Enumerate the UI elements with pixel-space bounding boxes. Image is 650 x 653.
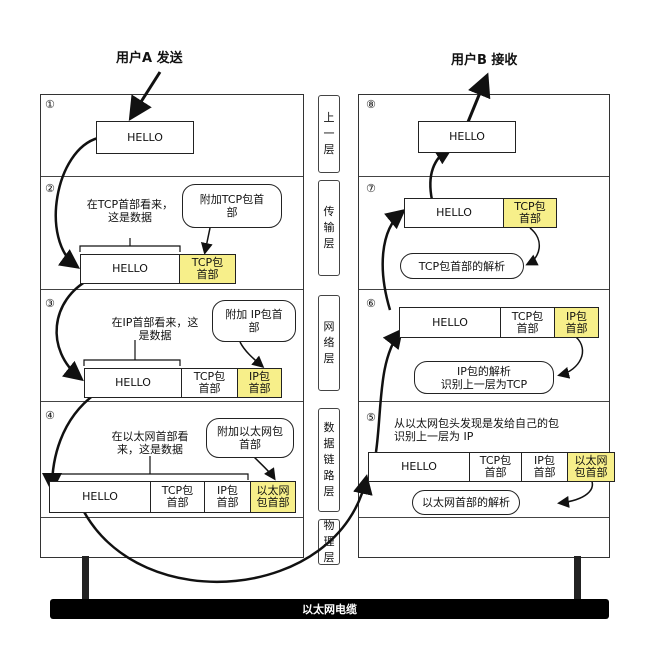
network-data-note: 在IP首部看来，这 是数据 bbox=[111, 316, 199, 342]
layer-label-datalink: 数 据 链 路 层 bbox=[318, 408, 340, 512]
hello-data-cell: HELLO bbox=[432, 315, 468, 329]
ip-header-cell: IP包 首部 bbox=[237, 369, 281, 397]
add-tcp-header-bubble: 附加TCP包首 部 bbox=[182, 184, 282, 228]
arrow-cable-crossing bbox=[80, 474, 373, 584]
sender-title: 用户A 发送 bbox=[116, 51, 183, 66]
row-divider bbox=[41, 517, 303, 518]
transport-data-note: 在TCP首部看来， 这是数据 bbox=[86, 198, 174, 224]
ip-header-cell: IP包 首部 bbox=[204, 482, 250, 512]
hello-data-cell: HELLO bbox=[436, 206, 472, 219]
receiver-stand-leg bbox=[574, 556, 581, 600]
row-divider bbox=[41, 176, 303, 177]
received-data-box: HELLO bbox=[418, 121, 516, 153]
ip-parse-bubble: IP包的解析 识别上一层为TCP bbox=[414, 361, 554, 394]
hello-data-cell: HELLO bbox=[449, 130, 485, 143]
brace-network bbox=[83, 340, 181, 366]
arrow-receiver-out bbox=[466, 72, 491, 123]
arrow-datalink-to-network bbox=[374, 328, 404, 453]
datalink-data-note: 在以太网首部看 来，这是数据 bbox=[111, 430, 189, 456]
step-1-label: ① bbox=[45, 98, 55, 111]
add-ip-header-bubble: 附加 IP包首 部 bbox=[212, 300, 296, 342]
row-divider bbox=[359, 401, 609, 402]
hello-data-cell: HELLO bbox=[112, 262, 148, 275]
step-7-label: ⑦ bbox=[366, 182, 376, 195]
tcp-header-cell: TCP包 首部 bbox=[469, 453, 521, 481]
hello-data-cell: HELLO bbox=[115, 376, 151, 389]
arrow-tcp-parse bbox=[525, 227, 540, 266]
received-ip-packet-box: HELLO TCP包 首部 IP包 首部 bbox=[399, 307, 599, 338]
arrow-ip-parse bbox=[557, 336, 584, 379]
step-3-label: ③ bbox=[45, 297, 55, 310]
row-divider bbox=[359, 176, 609, 177]
ip-header-cell: IP包 首部 bbox=[521, 453, 567, 481]
arrow-transport-to-app bbox=[429, 145, 455, 201]
arrow-app-to-transport bbox=[54, 136, 99, 269]
ethernet-receive-note: 从以太网包头发现是发给自己的包 识别上一层为 IP bbox=[394, 417, 559, 443]
row-divider bbox=[359, 289, 609, 290]
brace-transport bbox=[79, 238, 181, 252]
step-4-label: ④ bbox=[45, 409, 55, 422]
step-6-label: ⑥ bbox=[366, 297, 376, 310]
ethernet-header-cell: 以太网 包首部 bbox=[250, 482, 295, 512]
tcp-header-cell: TCP包 首部 bbox=[503, 199, 556, 227]
ip-packet-box: HELLO TCP包 首部 IP包 首部 bbox=[84, 368, 282, 398]
arrow-ip-bubble bbox=[239, 341, 265, 368]
receiver-title: 用户B 接收 bbox=[451, 53, 518, 68]
arrow-eth-bubble bbox=[251, 454, 276, 481]
received-tcp-packet-box: HELLO TCP包 首部 bbox=[404, 198, 557, 228]
layer-label-network: 网 络 层 bbox=[318, 295, 340, 391]
step-5-label: ⑤ bbox=[366, 411, 376, 424]
ethernet-header-parse-bubble: 以太网首部的解析 bbox=[412, 490, 520, 515]
row-divider bbox=[359, 517, 609, 518]
tcp-packet-box: HELLO TCP包 首部 bbox=[80, 254, 236, 284]
tcp-header-cell: TCP包 首部 bbox=[181, 369, 237, 397]
sender-stand-leg bbox=[82, 556, 89, 600]
step-2-label: ② bbox=[45, 182, 55, 195]
row-divider bbox=[41, 289, 303, 290]
packet-data-box: HELLO bbox=[96, 121, 194, 154]
row-divider bbox=[41, 401, 303, 402]
hello-data-cell: HELLO bbox=[82, 490, 118, 503]
layer-label-transport: 传 输 层 bbox=[318, 180, 340, 276]
ethernet-cable: 以太网电缆 bbox=[50, 599, 609, 619]
add-ethernet-header-bubble: 附加以太网包 首部 bbox=[206, 418, 294, 458]
layer-label-upper: 上 一 层 bbox=[318, 95, 340, 173]
arrow-network-to-datalink bbox=[42, 392, 96, 493]
step-8-label: ⑧ bbox=[366, 98, 376, 111]
ethernet-header-cell: 以太网 包首部 bbox=[567, 453, 614, 481]
tcp-header-cell: TCP包 首部 bbox=[500, 308, 554, 337]
received-ethernet-frame-box: HELLO TCP包 首部 IP包 首部 以太网 包首部 bbox=[368, 452, 615, 482]
tcp-header-cell: TCP包 首部 bbox=[179, 255, 235, 283]
arrow-transport-to-network bbox=[55, 277, 91, 382]
hello-data-cell: HELLO bbox=[401, 460, 437, 473]
ethernet-frame-box: HELLO TCP包 首部 IP包 首部 以太网 包首部 bbox=[49, 481, 296, 513]
tcp-header-parse-bubble: TCP包首部的解析 bbox=[400, 253, 524, 279]
tcp-header-cell: TCP包 首部 bbox=[150, 482, 204, 512]
brace-datalink bbox=[49, 456, 249, 480]
arrow-tcp-bubble bbox=[200, 227, 213, 255]
hello-data-cell: HELLO bbox=[127, 130, 163, 144]
ip-header-cell: IP包 首部 bbox=[554, 308, 598, 337]
arrow-network-to-transport bbox=[381, 208, 406, 311]
arrow-sender-in bbox=[128, 71, 162, 122]
